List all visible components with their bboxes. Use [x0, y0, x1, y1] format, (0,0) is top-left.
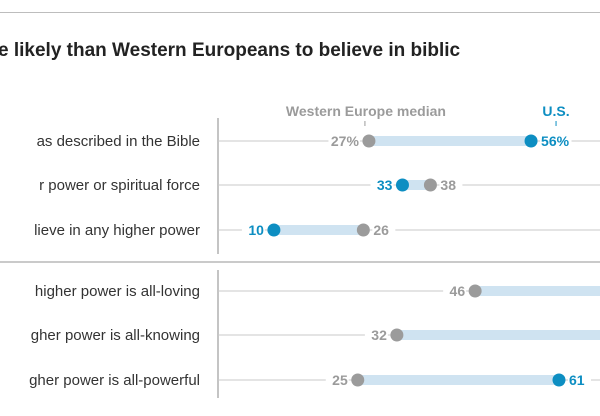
chart-title: e likely than Western Europeans to belie… — [0, 40, 461, 61]
row-label: as described in the Bible — [37, 133, 200, 150]
legend-us: U.S. — [542, 103, 569, 119]
us-value-label: 56% — [541, 133, 570, 149]
range-bar — [400, 180, 433, 190]
us-dot — [552, 373, 566, 387]
europe-dot — [362, 134, 376, 148]
europe-dot — [356, 223, 370, 237]
data-row: lieve in any higher power 26 10 — [34, 222, 600, 239]
legend-europe: Western Europe median — [286, 103, 446, 119]
label-bg — [325, 372, 349, 388]
row-label: higher power is all-loving — [35, 283, 200, 300]
data-row: higher power is all-loving 46 — [35, 283, 600, 300]
label-bg — [540, 133, 572, 149]
label-bg — [567, 372, 591, 388]
us-dot — [395, 178, 409, 192]
data-row: r power or spiritual force 38 33 — [39, 177, 600, 194]
row-label: lieve in any higher power — [34, 222, 200, 239]
label-bg — [364, 327, 388, 343]
us-dot — [267, 223, 281, 237]
label-bg — [443, 283, 467, 299]
us-value-label: 10 — [248, 222, 264, 238]
label-bg — [439, 177, 463, 193]
europe-dot — [423, 178, 437, 192]
data-row: as described in the Bible 27% 56% — [37, 133, 600, 150]
us-value-label: 33 — [377, 177, 393, 193]
row-label: r power or spiritual force — [39, 177, 200, 194]
label-bg — [370, 177, 394, 193]
label-bg — [241, 222, 265, 238]
range-bar — [394, 330, 600, 340]
row-label: gher power is all-knowing — [31, 327, 200, 344]
europe-dot — [468, 284, 482, 298]
us-dot — [524, 134, 538, 148]
europe-value-label: 27% — [331, 133, 360, 149]
us-value-label: 61 — [569, 372, 585, 388]
europe-dot — [390, 328, 404, 342]
top-rule — [0, 12, 600, 13]
label-bg — [372, 222, 396, 238]
europe-value-label: 46 — [450, 283, 466, 299]
europe-value-label: 38 — [440, 177, 456, 193]
europe-value-label: 26 — [373, 222, 389, 238]
range-bar — [355, 375, 561, 385]
range-bar — [271, 225, 366, 235]
range-bar — [366, 136, 534, 146]
europe-value-label: 32 — [371, 327, 387, 343]
range-bar — [473, 286, 600, 296]
europe-value-label: 25 — [332, 372, 348, 388]
row-label: gher power is all-powerful — [29, 372, 200, 389]
data-row: gher power is all-knowing 32 — [31, 327, 600, 344]
data-row: gher power is all-powerful 25 61 — [29, 372, 600, 389]
label-bg — [328, 133, 360, 149]
europe-dot — [351, 373, 365, 387]
